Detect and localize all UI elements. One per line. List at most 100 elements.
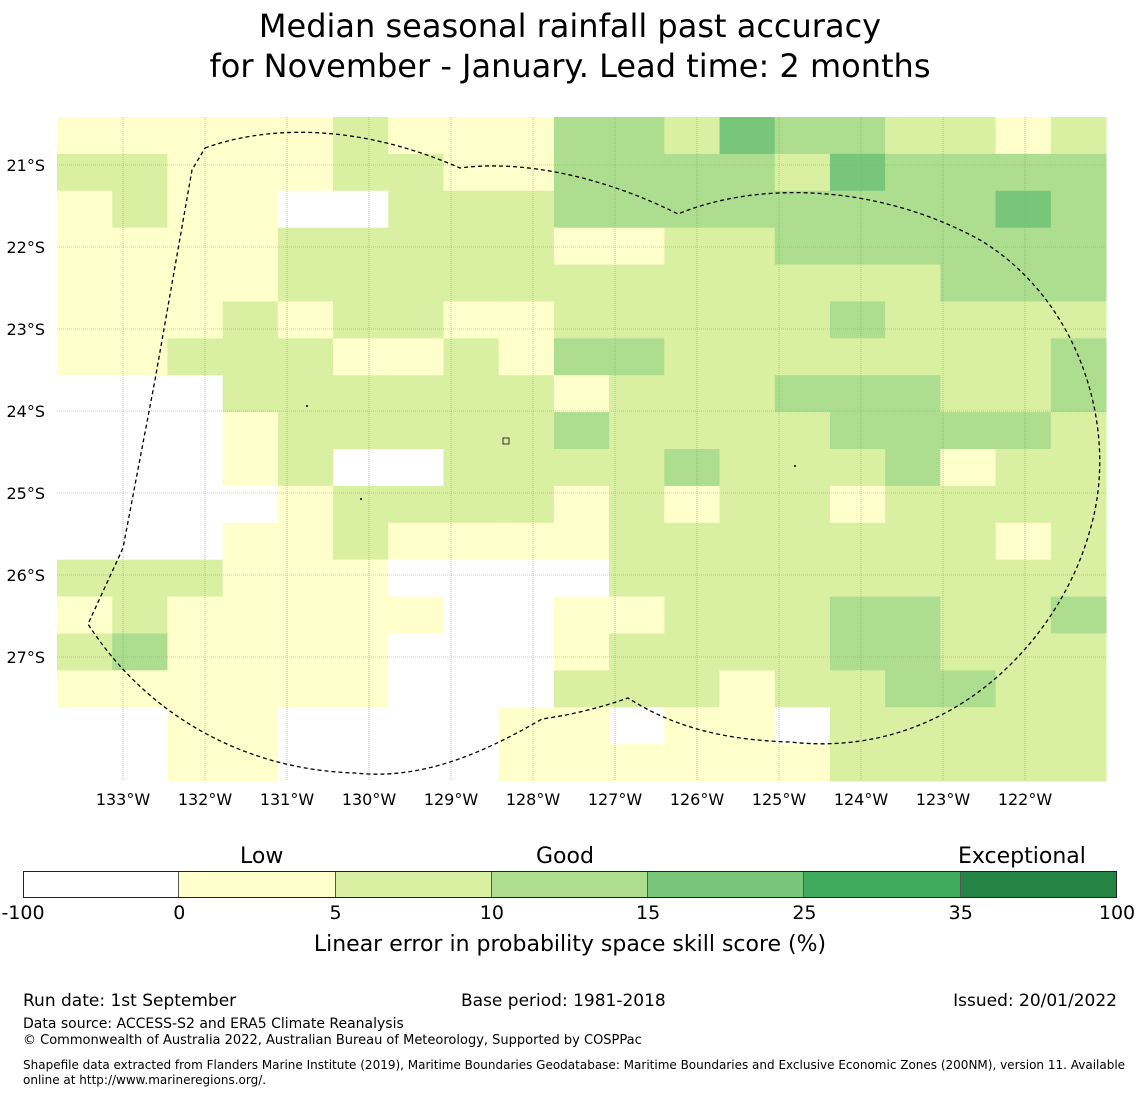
grid-cell [57, 338, 113, 376]
grid-cell [719, 559, 776, 598]
grid-cell [719, 744, 776, 782]
latitude-label: 21°S [6, 156, 45, 175]
grid-cell [167, 338, 224, 376]
grid-cell [940, 670, 997, 708]
grid-cell [167, 412, 224, 450]
grid-cell [222, 559, 279, 598]
grid-cell [774, 190, 831, 229]
grid-cell [388, 485, 444, 524]
grid-cell [829, 744, 886, 782]
grid-cell [222, 449, 279, 487]
grid-cell [498, 522, 555, 561]
grid-cell [57, 633, 113, 671]
grid-cell [443, 559, 500, 598]
grid-cell [222, 522, 279, 561]
grid-cell [388, 338, 444, 376]
grid-cell [774, 412, 831, 450]
grid-cell [885, 707, 941, 745]
legend-category-good: Good [536, 844, 594, 869]
map-title-line-1: Median seasonal rainfall past accuracy [258, 7, 882, 45]
grid-cell [774, 449, 831, 487]
longitude-label: 126°W [670, 790, 725, 809]
island-mark-2 [306, 405, 308, 407]
grid-cell [664, 744, 721, 782]
grid-cell [112, 596, 168, 634]
grid-cell [940, 264, 997, 302]
latitude-label: 22°S [6, 238, 45, 257]
longitude-label: 125°W [752, 790, 807, 809]
grid-cell [498, 117, 555, 155]
grid-cell [277, 596, 334, 634]
grid-cell [388, 707, 444, 745]
grid-cell [553, 227, 610, 266]
grid-cell [885, 117, 941, 155]
grid-cell [112, 744, 168, 782]
grid-cell [719, 633, 776, 671]
grid-cell [829, 227, 886, 266]
grid-cell [609, 227, 665, 266]
grid-cell [1050, 264, 1107, 302]
longitude-label: 124°W [834, 790, 889, 809]
grid-cell [112, 522, 168, 561]
grid-cell [333, 707, 389, 745]
grid-cell [167, 375, 224, 413]
grid-cell [1050, 449, 1107, 487]
grid-cell [57, 522, 113, 561]
grid-cell [995, 707, 1052, 745]
grid-cell [609, 559, 665, 598]
grid-cell [664, 670, 721, 708]
map-title-line-2: for November - January. Lead time: 2 mon… [209, 47, 931, 85]
grid-cell [609, 117, 665, 155]
grid-cell [553, 707, 610, 745]
grid-cell [388, 227, 444, 266]
grid-cell [774, 522, 831, 561]
grid-cell [167, 449, 224, 487]
grid-cell [498, 633, 555, 671]
grid-cell [885, 596, 941, 634]
grid-cell [940, 485, 997, 524]
grid-cell [609, 301, 665, 339]
longitude-label: 128°W [506, 790, 561, 809]
eez-boundary-line [87, 131, 1101, 775]
grid-cell [1050, 522, 1107, 561]
grid-cell [498, 338, 555, 376]
grid-cell [333, 559, 389, 598]
grid-cell [277, 449, 334, 487]
grid-cell [774, 264, 831, 302]
latitude-labels: 21°S 22°S 23°S 24°S 25°S 26°S 27°S [6, 156, 45, 667]
grid-cell [333, 522, 389, 561]
longitude-label: 133°W [96, 790, 151, 809]
grid-cell [829, 707, 886, 745]
grid-cell [719, 485, 776, 524]
grid-cell [940, 375, 997, 413]
grid-cell [167, 707, 224, 745]
grid-cell [885, 190, 941, 229]
colorbar-tick-label: 25 [792, 902, 817, 924]
grid-cell [277, 301, 334, 339]
grid-cell [553, 375, 610, 413]
grid-cell [222, 633, 279, 671]
grid-cell [112, 449, 168, 487]
grid-cell [277, 559, 334, 598]
grid-cell [388, 633, 444, 671]
grid-cell [609, 670, 665, 708]
grid-cell [498, 190, 555, 229]
grid-cell [609, 338, 665, 376]
grid-cell [57, 596, 113, 634]
grid-cell [277, 190, 334, 229]
shapefile-attribution: Shapefile data extracted from Flanders M… [23, 1058, 1126, 1087]
longitude-labels: 133°W 132°W 131°W 130°W 129°W 128°W 127°W 126°W… [96, 790, 1053, 809]
grid-cell [553, 190, 610, 229]
colorbar-segment [23, 871, 180, 898]
grid-cell [57, 264, 113, 302]
grid-cell [277, 117, 334, 155]
grid-cell [664, 596, 721, 634]
grid-cell [57, 412, 113, 450]
grid-cell [1050, 412, 1107, 450]
latitude-label: 25°S [6, 484, 45, 503]
colorbar-tick-label: 100 [1098, 902, 1136, 924]
grid-cell [443, 227, 500, 266]
longitude-label: 123°W [916, 790, 971, 809]
grid-cell [553, 153, 610, 192]
grid-cell [664, 301, 721, 339]
